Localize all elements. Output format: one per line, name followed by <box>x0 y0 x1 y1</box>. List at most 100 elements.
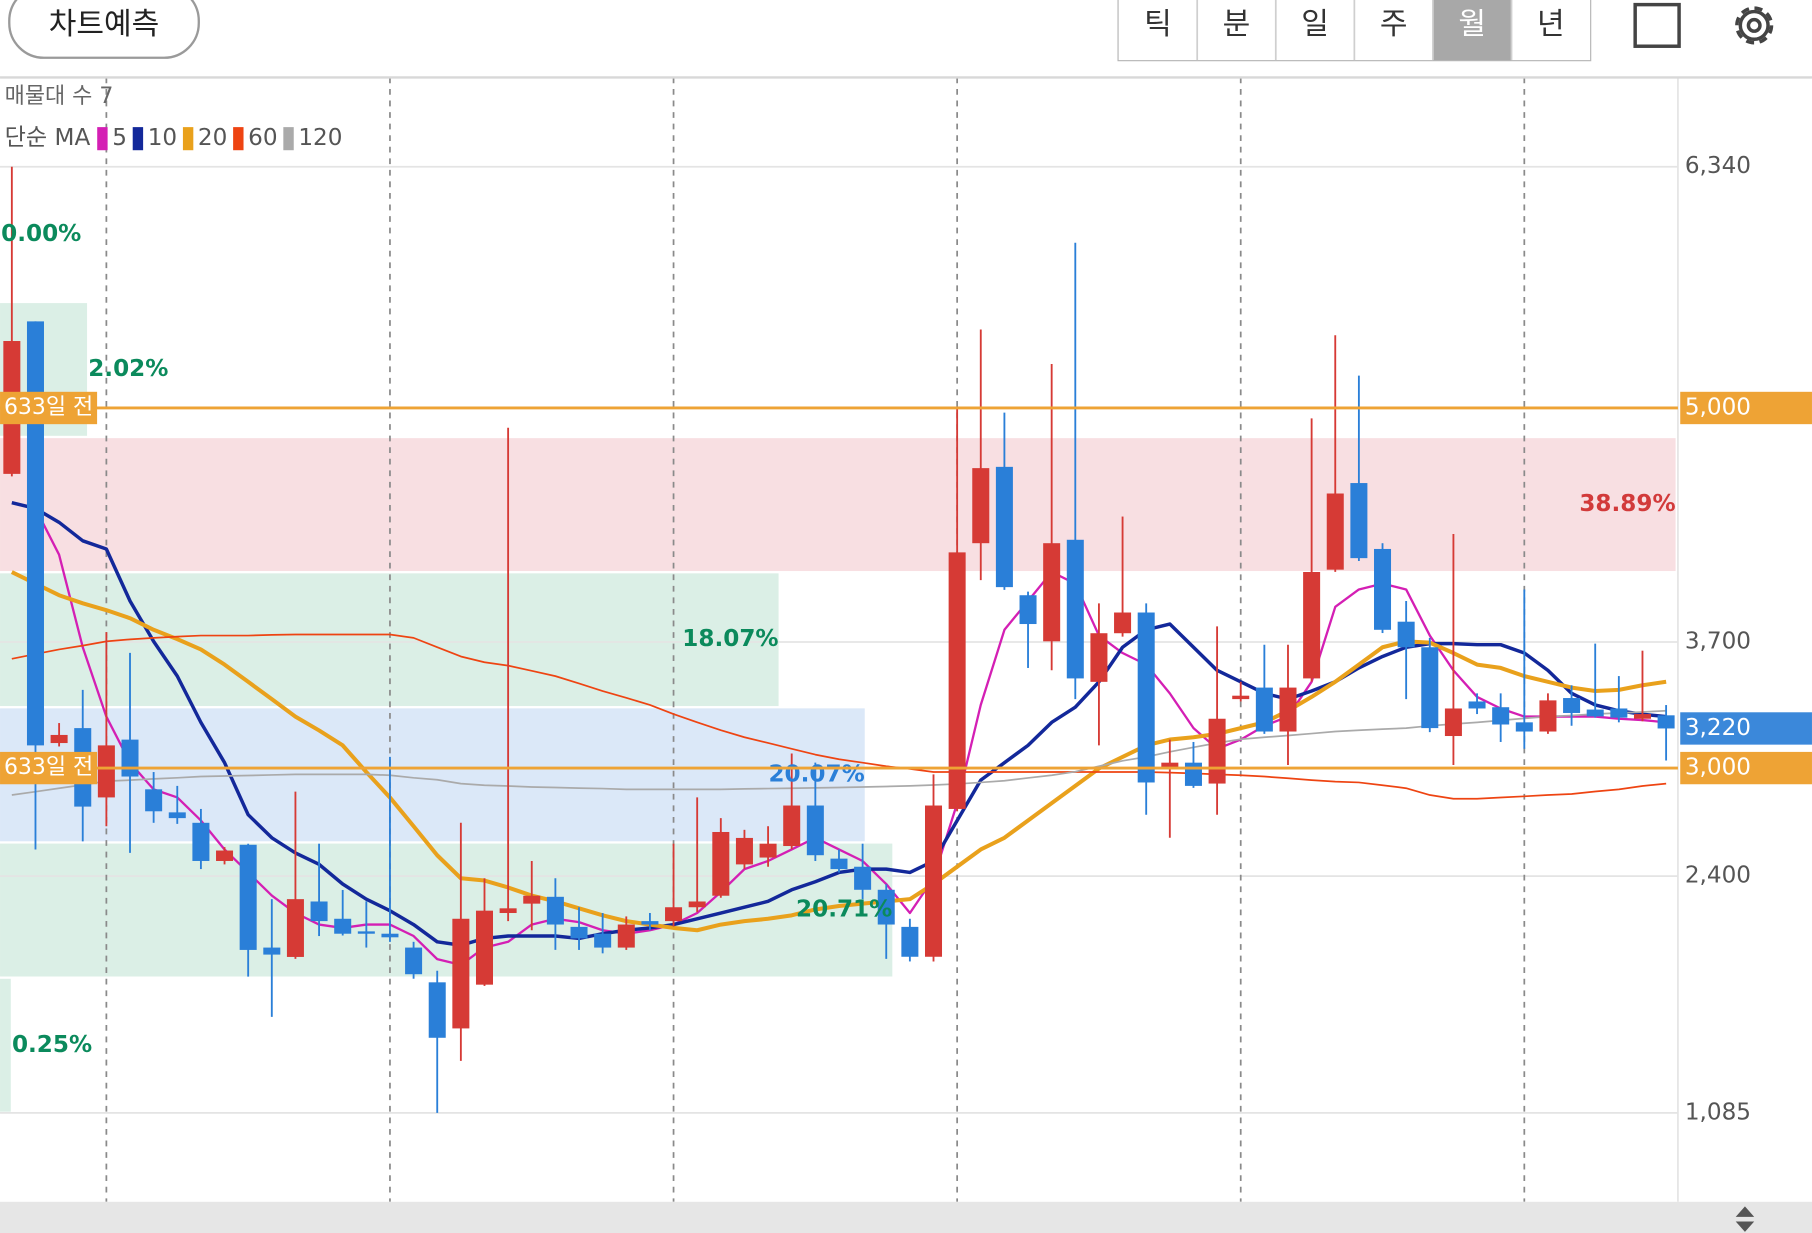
price-line-label: 633일 전 <box>4 755 93 780</box>
volume-label: 18.07% <box>682 626 778 652</box>
legend-title: 단순 MA <box>5 125 91 151</box>
candle-body <box>1232 695 1250 700</box>
volume-label: 0.25% <box>12 1032 92 1058</box>
legend-swatch <box>182 127 194 151</box>
legend-label: 10 <box>148 125 177 151</box>
layout-icon[interactable] <box>1633 2 1681 48</box>
candle-body <box>1657 715 1675 729</box>
candle-body <box>806 805 824 856</box>
candle-body <box>50 734 68 744</box>
gear-hub <box>1746 17 1762 33</box>
y-tick-label: 1,085 <box>1685 1099 1751 1125</box>
candle-body <box>286 899 304 957</box>
volume-band <box>0 438 1676 572</box>
candle-body <box>1137 612 1155 783</box>
period-tab[interactable] <box>1275 0 1355 61</box>
legend: 단순 MA 5 10 20 60 120 <box>5 125 343 151</box>
period-tab-label[interactable]: 분 <box>1223 7 1251 42</box>
period-tab-label[interactable]: 년 <box>1537 7 1565 42</box>
candle-body <box>783 805 801 847</box>
period-tab-label[interactable]: 주 <box>1380 7 1408 42</box>
legend-label: 20 <box>198 125 227 151</box>
candle-body <box>948 552 966 809</box>
period-tab[interactable] <box>1432 0 1512 61</box>
price-line-tag <box>0 391 98 425</box>
candle-body <box>1090 633 1108 682</box>
candle-body <box>121 739 139 777</box>
candle-body <box>97 745 115 798</box>
period-tab-label[interactable]: 월 <box>1458 7 1486 42</box>
predict-button-label[interactable]: 차트예측 <box>49 7 160 42</box>
candle-body <box>877 889 895 925</box>
candle-body <box>1610 708 1628 718</box>
settings-icon[interactable] <box>1735 6 1774 45</box>
last-price-tag <box>1680 712 1812 745</box>
candle-body <box>499 908 517 914</box>
candle-body <box>452 918 470 1029</box>
predict-button[interactable] <box>8 0 200 59</box>
candle-body <box>641 921 659 925</box>
candle-body <box>192 822 210 861</box>
volume-label: 38.89% <box>1579 491 1675 517</box>
candle-body <box>475 910 493 985</box>
price-axis-tag <box>1680 391 1812 425</box>
period-tab[interactable] <box>1511 0 1591 61</box>
plot-layer <box>3 166 1675 1113</box>
period-tab-label[interactable]: 틱 <box>1144 7 1172 42</box>
candle-body <box>239 844 257 950</box>
candle-body <box>972 468 990 544</box>
volume-band <box>0 978 11 1112</box>
candle-body <box>665 907 683 922</box>
candle-body <box>428 982 446 1038</box>
price-axis-label: 3,000 <box>1685 755 1751 781</box>
ma-line <box>11 709 1667 796</box>
candle-body <box>1208 718 1226 784</box>
candle-body <box>924 805 943 957</box>
candle-body <box>854 866 872 890</box>
candle-body <box>1444 708 1462 737</box>
candle-body <box>1563 698 1581 713</box>
volume-label: 20.07% <box>768 761 864 787</box>
candle-body <box>594 933 612 948</box>
axis-resize-icon[interactable] <box>1735 1206 1755 1232</box>
candle-body <box>357 931 375 934</box>
candle-body <box>168 812 186 819</box>
period-tab-label[interactable]: 일 <box>1301 7 1329 42</box>
volume-profile-title: 매물대 수 7 <box>5 84 114 109</box>
candle-body <box>830 858 848 870</box>
legend-swatch <box>233 127 244 151</box>
y-tick-label: 6,340 <box>1685 153 1751 179</box>
candle-body <box>1184 762 1202 786</box>
candle-body <box>145 789 163 812</box>
volume-label: 20.71% <box>796 897 892 923</box>
period-tab[interactable] <box>1197 0 1276 61</box>
candle-body <box>1633 714 1651 719</box>
candle-body <box>1515 722 1533 732</box>
candle-body <box>381 933 399 938</box>
legend-swatch <box>132 127 144 151</box>
candle-body <box>759 843 777 858</box>
period-tab[interactable] <box>1354 0 1433 61</box>
legend-label: 120 <box>298 125 342 151</box>
legend-label: 5 <box>112 125 127 151</box>
ma-line <box>10 570 1667 933</box>
candle-body <box>1161 762 1179 769</box>
candle-body <box>1019 595 1037 625</box>
candle-body <box>1397 621 1415 648</box>
candle-body <box>26 321 44 746</box>
candle-body <box>617 924 635 948</box>
period-tab[interactable] <box>1118 0 1198 61</box>
volume-label: 0.00% <box>1 221 81 247</box>
candle-body <box>310 901 328 922</box>
ma-line <box>34 507 1667 967</box>
candle-body <box>735 837 753 865</box>
price-line-tag <box>0 751 98 785</box>
candle-body <box>405 947 423 975</box>
candle-body <box>1326 493 1344 570</box>
candle-body <box>1066 539 1084 679</box>
candle-body <box>1539 700 1557 732</box>
y-tick-label: 3,700 <box>1685 629 1751 655</box>
gear-ring <box>1738 9 1770 42</box>
legend-label: 60 <box>248 125 277 151</box>
